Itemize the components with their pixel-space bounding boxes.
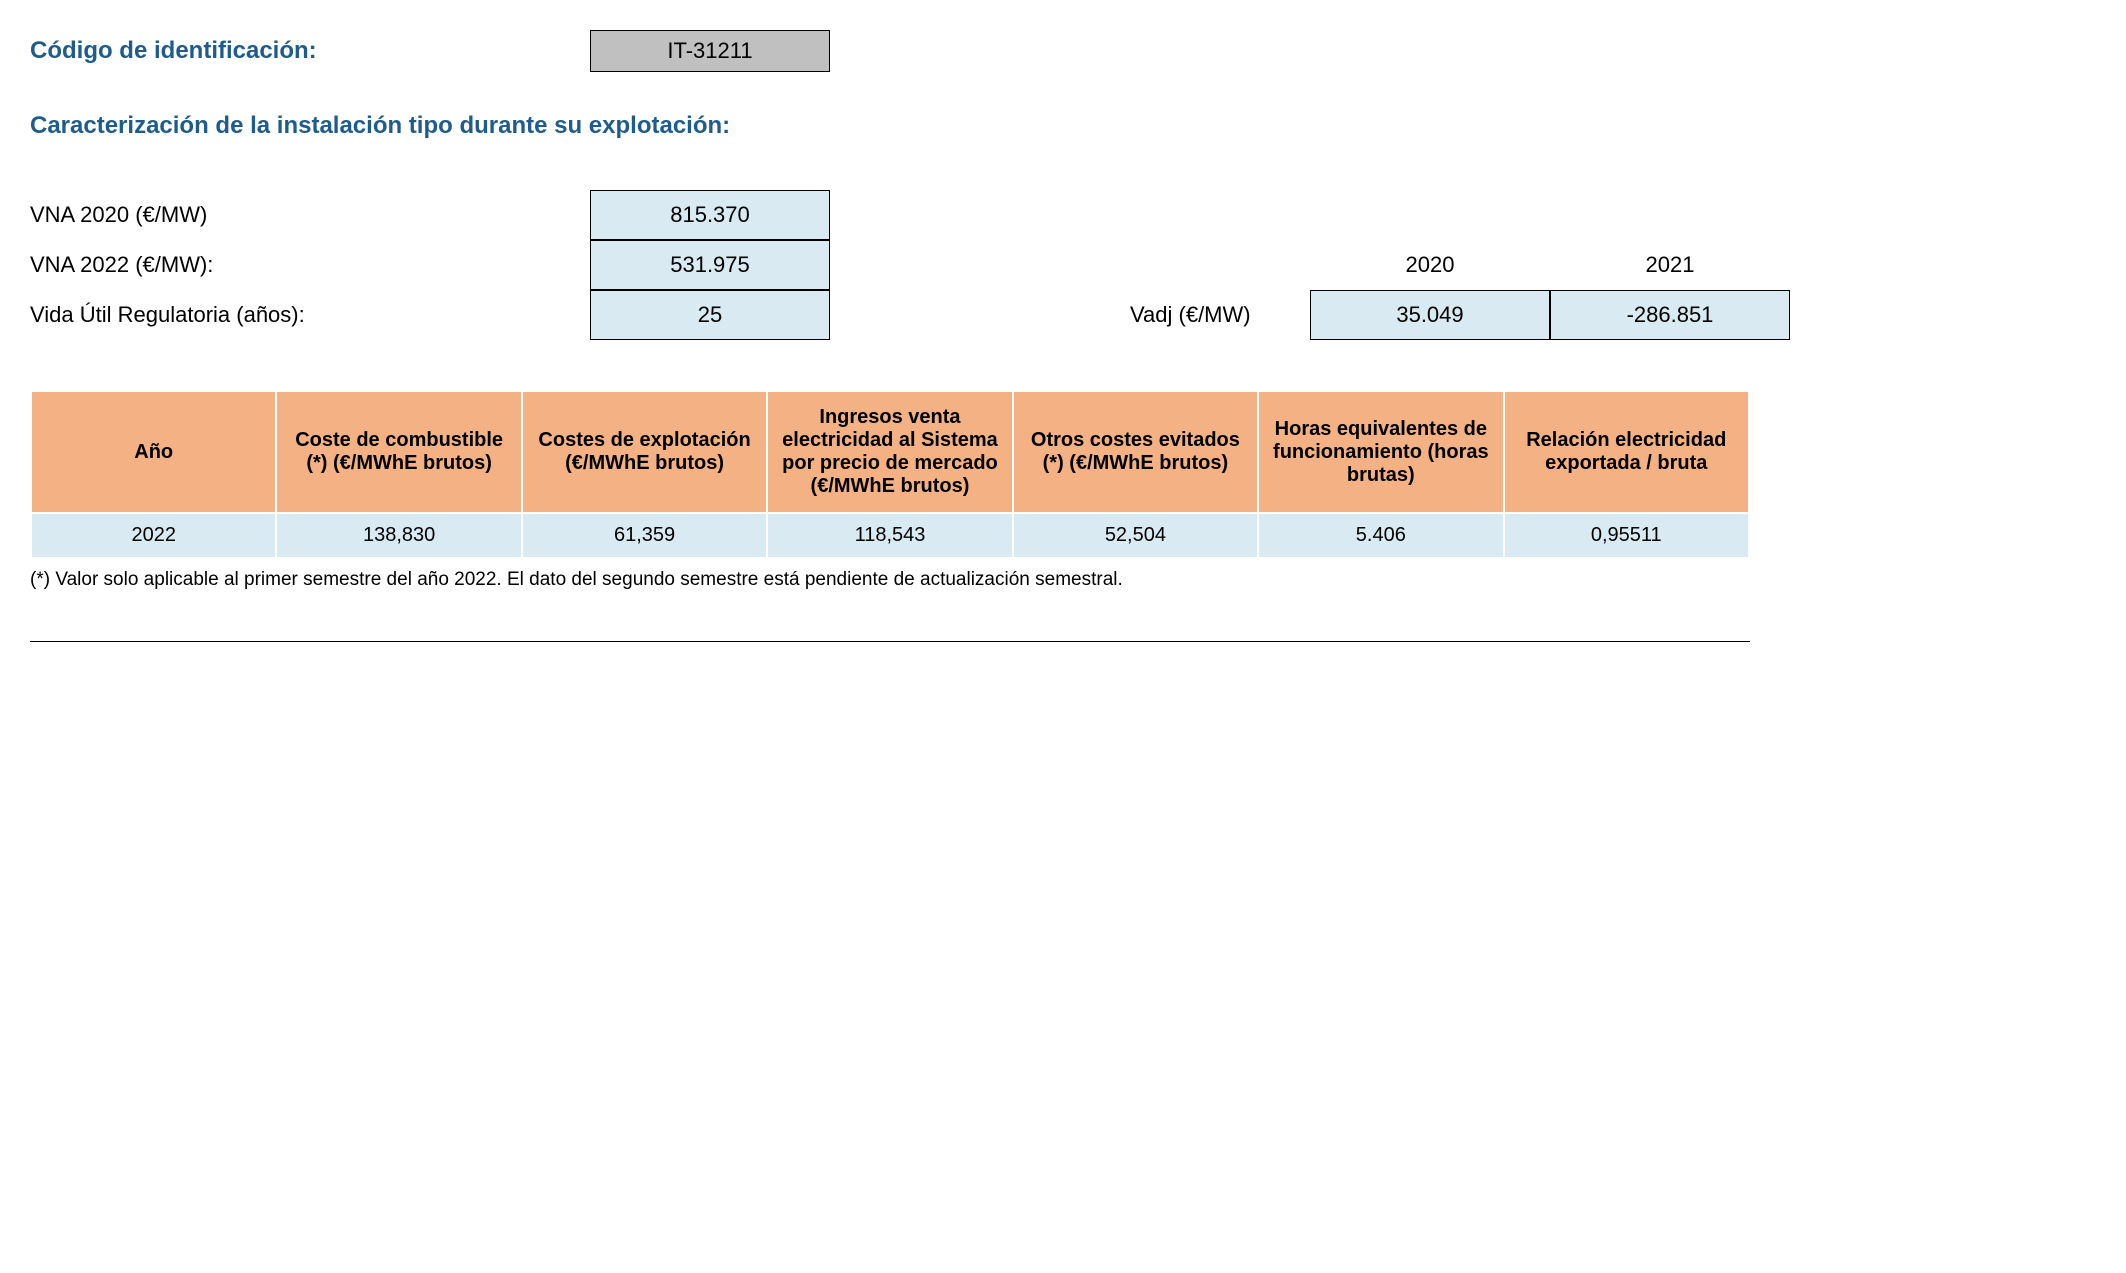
col-year: Año	[31, 391, 276, 513]
vadj-year2: 2021	[1550, 252, 1790, 278]
col-fuel-cost: Coste de combustible (*) (€/MWhE brutos)	[276, 391, 521, 513]
identification-row: Código de identificación: IT-31211	[30, 30, 2096, 72]
vna2022-row: VNA 2022 (€/MW): 531.975	[30, 240, 830, 290]
table-body: 2022 138,830 61,359 118,543 52,504 5.406…	[31, 513, 1749, 558]
params-left: VNA 2020 (€/MW) 815.370 VNA 2022 (€/MW):…	[30, 190, 830, 340]
exploitation-table: Año Coste de combustible (*) (€/MWhE bru…	[30, 390, 1750, 559]
cell-market-income: 118,543	[767, 513, 1012, 558]
col-avoided-costs: Otros costes evitados (*) (€/MWhE brutos…	[1013, 391, 1258, 513]
subtitle: Caracterización de la instalación tipo d…	[30, 112, 2096, 140]
id-label: Código de identificación:	[30, 37, 590, 65]
vna2022-label: VNA 2022 (€/MW):	[30, 252, 590, 278]
footnote: (*) Valor solo aplicable al primer semes…	[30, 569, 2096, 591]
vna2020-label: VNA 2020 (€/MW)	[30, 202, 590, 228]
vadj-value2: -286.851	[1550, 290, 1790, 340]
vida-row: Vida Útil Regulatoria (años): 25	[30, 290, 830, 340]
cell-fuel-cost: 138,830	[276, 513, 521, 558]
vna2020-value: 815.370	[590, 190, 830, 240]
id-code-box: IT-31211	[590, 30, 830, 72]
params-area: VNA 2020 (€/MW) 815.370 VNA 2022 (€/MW):…	[30, 190, 2096, 340]
vna2020-row: VNA 2020 (€/MW) 815.370	[30, 190, 830, 240]
vadj-label: Vadj (€/MW)	[1130, 302, 1310, 328]
table-row: 2022 138,830 61,359 118,543 52,504 5.406…	[31, 513, 1749, 558]
vadj-value1: 35.049	[1310, 290, 1550, 340]
vida-label: Vida Útil Regulatoria (años):	[30, 302, 590, 328]
col-exploitation-cost: Costes de explotación (€/MWhE brutos)	[522, 391, 767, 513]
table-header: Año Coste de combustible (*) (€/MWhE bru…	[31, 391, 1749, 513]
vna2022-value: 531.975	[590, 240, 830, 290]
divider	[30, 641, 1750, 642]
col-market-income: Ingresos venta electricidad al Sistema p…	[767, 391, 1012, 513]
cell-avoided-costs: 52,504	[1013, 513, 1258, 558]
table-header-row: Año Coste de combustible (*) (€/MWhE bru…	[31, 391, 1749, 513]
vadj-values-row: Vadj (€/MW) 35.049 -286.851	[1130, 290, 1790, 340]
vida-value: 25	[590, 290, 830, 340]
cell-exploitation-cost: 61,359	[522, 513, 767, 558]
cell-year: 2022	[31, 513, 276, 558]
cell-export-ratio: 0,95511	[1504, 513, 1749, 558]
col-export-ratio: Relación electricidad exportada / bruta	[1504, 391, 1749, 513]
vadj-area: 2020 2021 Vadj (€/MW) 35.049 -286.851	[1130, 240, 1790, 340]
vadj-year1: 2020	[1310, 252, 1550, 278]
vadj-years-row: 2020 2021	[1130, 240, 1790, 290]
cell-equivalent-hours: 5.406	[1258, 513, 1503, 558]
col-equivalent-hours: Horas equivalentes de funcionamiento (ho…	[1258, 391, 1503, 513]
